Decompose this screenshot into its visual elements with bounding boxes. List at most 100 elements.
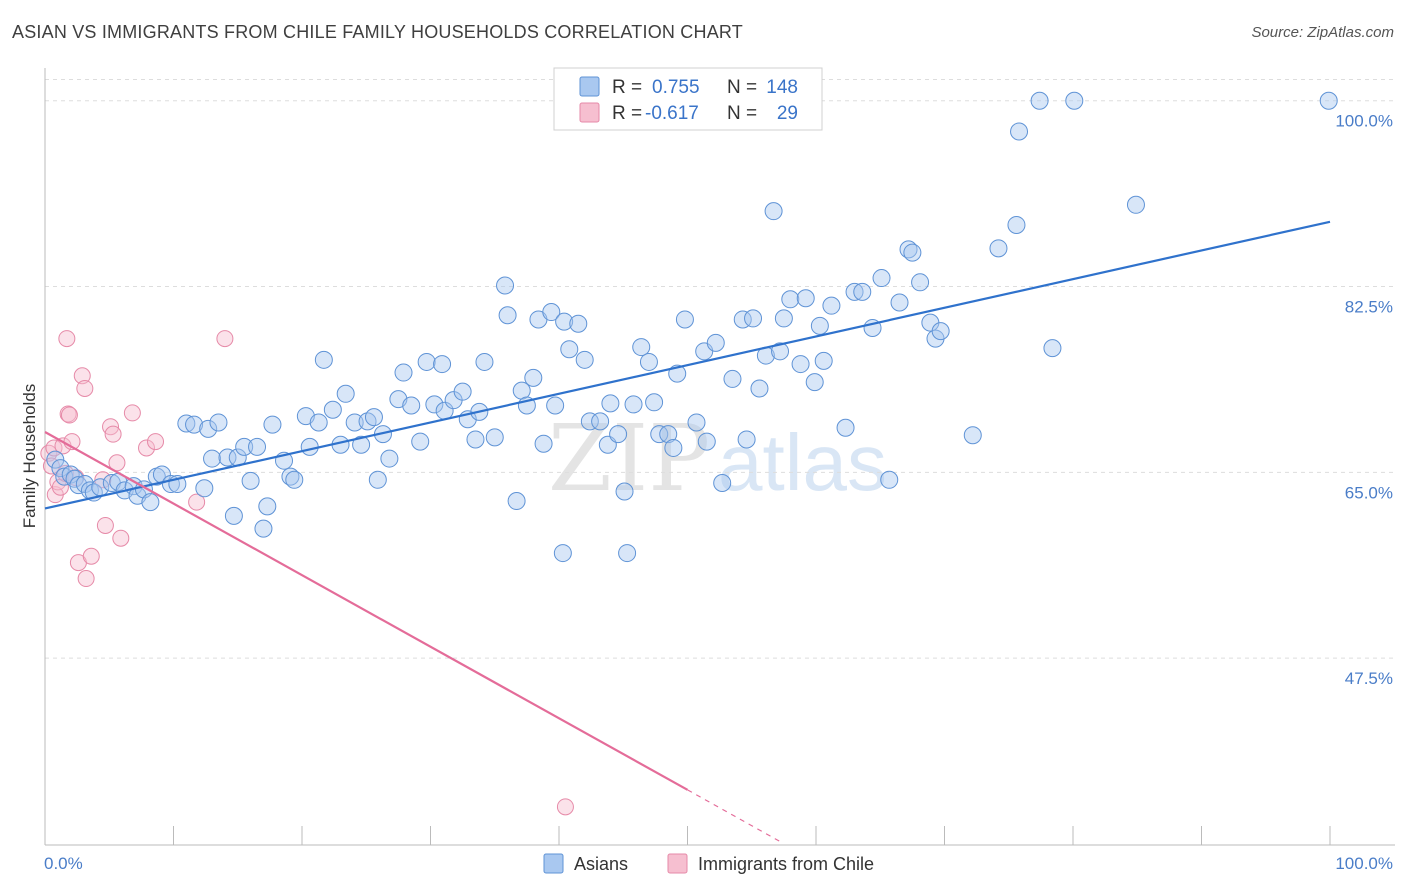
chile-point	[96, 516, 114, 534]
asian-trend-line	[44, 220, 1331, 510]
asian-point	[336, 384, 355, 403]
chile-points	[40, 330, 574, 816]
asian-point	[774, 309, 793, 328]
chile-trend-extension	[687, 789, 783, 844]
asian-point	[618, 544, 637, 563]
x-axis-ticks	[173, 826, 1331, 845]
asian-point	[263, 415, 282, 434]
asian-point	[485, 428, 504, 447]
asian-point	[880, 470, 899, 489]
asian-point	[890, 293, 909, 312]
asian-point	[496, 276, 515, 295]
asian-point	[1010, 122, 1029, 141]
asian-point	[69, 476, 88, 495]
asian-point	[507, 492, 526, 511]
asian-point	[258, 497, 277, 516]
asian-point	[989, 239, 1008, 258]
chile-point	[76, 379, 94, 397]
asian-point	[241, 471, 260, 490]
legend-r-label-asians: R =	[612, 77, 642, 98]
asian-point	[796, 289, 815, 308]
asian-point	[911, 273, 930, 292]
trend-lines	[44, 220, 1331, 844]
asian-point	[352, 435, 371, 454]
chile-point	[73, 367, 91, 385]
asian-point	[425, 395, 444, 414]
asian-point	[814, 351, 833, 370]
legend-swatch-chile	[579, 102, 600, 123]
legend-swatch-asians	[579, 76, 600, 97]
chile-point	[58, 330, 76, 348]
asian-point	[697, 432, 716, 451]
asian-point	[411, 432, 430, 451]
asian-point	[177, 414, 196, 433]
asian-point	[1319, 91, 1338, 110]
asian-point	[750, 379, 769, 398]
asian-point	[453, 382, 472, 401]
asian-point	[645, 393, 664, 412]
asian-point	[580, 412, 599, 431]
asian-point	[380, 449, 399, 468]
chile-point	[104, 425, 122, 443]
asian-point	[1065, 91, 1084, 110]
asian-point	[845, 282, 864, 301]
asian-points	[46, 91, 1338, 563]
asian-point	[822, 296, 841, 315]
chile-point	[108, 454, 126, 472]
asian-point	[534, 434, 553, 453]
asian-point	[254, 519, 273, 538]
asian-point	[323, 400, 342, 419]
asian-point	[659, 425, 678, 444]
asian-point	[1030, 91, 1049, 110]
asian-point	[203, 449, 222, 468]
chile-point	[556, 798, 574, 816]
legend-n-value-chile: 29	[777, 103, 798, 124]
x-tick-label-min: 0.0%	[44, 854, 83, 873]
chile-point	[216, 330, 234, 348]
asian-point	[764, 202, 783, 221]
asian-point	[51, 459, 70, 478]
asian-point	[546, 396, 565, 415]
asian-point	[524, 368, 543, 387]
asian-point	[639, 352, 658, 371]
asian-point	[1007, 215, 1026, 234]
asian-point	[853, 282, 872, 301]
watermark-zip: ZIP	[548, 405, 710, 512]
asian-point	[836, 418, 855, 437]
asian-point	[706, 333, 725, 352]
asian-point	[609, 425, 628, 444]
y-axis-title: Family Households	[20, 384, 39, 529]
asian-point	[1126, 195, 1145, 214]
asian-point	[675, 310, 694, 329]
bottom-legend-label-asians: Asians	[574, 854, 628, 874]
asian-point	[560, 340, 579, 359]
asian-point	[402, 396, 421, 415]
asian-point	[285, 470, 304, 489]
asian-point	[737, 430, 756, 449]
legend-r-value-chile: -0.617	[645, 103, 699, 124]
chile-point	[112, 529, 130, 547]
asian-point	[781, 290, 800, 309]
asian-point	[963, 426, 982, 445]
asian-point	[542, 303, 561, 322]
asian-point	[224, 506, 243, 525]
asian-point	[723, 369, 742, 388]
asian-point	[433, 355, 452, 374]
asian-point	[209, 413, 228, 432]
asian-point	[364, 408, 383, 427]
asian-point	[46, 450, 65, 469]
watermark-atlas: atlas	[718, 418, 887, 507]
chile-trend-line	[44, 431, 689, 791]
asian-point	[624, 395, 643, 414]
legend-r-label-chile: R =	[612, 103, 642, 124]
asian-point	[235, 437, 254, 456]
asian-point	[771, 342, 790, 361]
chart-title: ASIAN VS IMMIGRANTS FROM CHILE FAMILY HO…	[12, 22, 743, 42]
correlation-legend: R = 0.755 N = 148 R = -0.617 N = 29	[553, 67, 823, 131]
chile-point	[82, 547, 100, 565]
asian-point	[744, 309, 763, 328]
asian-point	[466, 430, 485, 449]
legend-n-label-chile: N =	[727, 103, 757, 124]
chart-source: Source: ZipAtlas.com	[1251, 24, 1394, 41]
